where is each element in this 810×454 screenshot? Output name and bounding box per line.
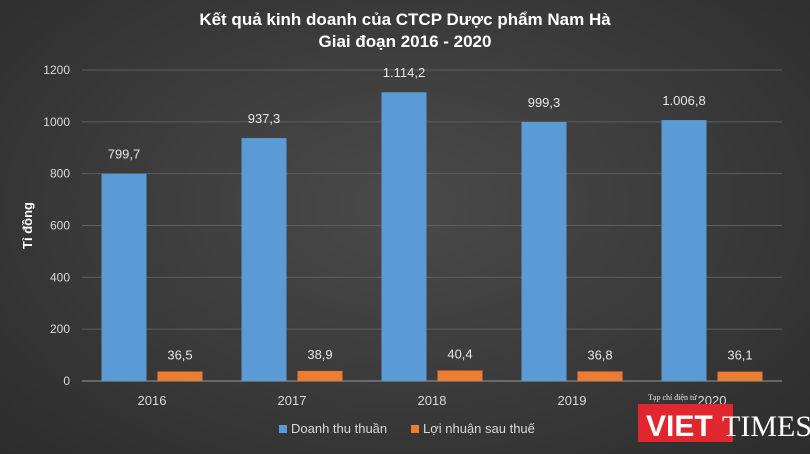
bar-profit-2016 <box>157 371 203 381</box>
data-label-profit-2018: 40,4 <box>447 347 472 362</box>
legend-label-profit: Lợi nhuận sau thuế <box>423 421 536 436</box>
data-label-revenue-2016: 799,7 <box>108 147 141 162</box>
data-label-revenue-2017: 937,3 <box>248 111 281 126</box>
bar-profit-2020 <box>717 371 763 381</box>
y-tick-label-200: 200 <box>50 322 70 336</box>
bar-profit-2019 <box>577 371 623 381</box>
y-tick-label-0: 0 <box>63 374 70 388</box>
data-label-revenue-2018: 1.114,2 <box>383 65 425 80</box>
data-label-profit-2020: 36,1 <box>727 348 752 363</box>
y-tick-label-1000: 1000 <box>43 115 70 129</box>
bar-profit-2018 <box>437 370 483 381</box>
bar-revenue-2020 <box>661 120 707 382</box>
y-tick-label-800: 800 <box>50 167 70 181</box>
y-tick-label-1200: 1200 <box>43 63 70 77</box>
bar-revenue-2016 <box>101 173 147 381</box>
legend-label-revenue: Doanh thu thuần <box>291 421 387 436</box>
legend-swatch-profit <box>411 425 419 433</box>
y-tick-label-600: 600 <box>50 219 70 233</box>
data-label-profit-2017: 38,9 <box>307 347 332 362</box>
x-tick-label-2017: 2017 <box>278 393 307 408</box>
watermark-brand-viet: VIET <box>646 410 713 443</box>
data-label-profit-2016: 36,5 <box>167 348 192 363</box>
x-tick-label-2016: 2016 <box>138 393 167 408</box>
watermark-logo-block <box>638 404 733 442</box>
y-axis-label: Tỉ đồng <box>20 202 35 249</box>
chart-title-line-1: Kết quả kinh doanh của CTCP Dược phẩm Na… <box>199 10 611 29</box>
bar-profit-2017 <box>297 370 343 381</box>
data-label-revenue-2020: 1.006,8 <box>662 93 705 108</box>
watermark-tagline: Tạp chí điện tử <box>648 393 697 402</box>
chart-title-line-2: Giai đoạn 2016 - 2020 <box>318 32 492 51</box>
legend-swatch-revenue <box>279 425 287 433</box>
x-tick-label-2018: 2018 <box>418 393 447 408</box>
x-tick-label-2019: 2019 <box>558 393 587 408</box>
bar-revenue-2018 <box>381 92 427 381</box>
y-tick-label-400: 400 <box>50 270 70 284</box>
data-label-revenue-2019: 999,3 <box>528 95 561 110</box>
watermark-brand-times: TIMES <box>722 410 810 443</box>
data-label-profit-2019: 36,8 <box>587 347 612 362</box>
bar-revenue-2017 <box>241 138 287 381</box>
bar-revenue-2019 <box>521 122 567 382</box>
